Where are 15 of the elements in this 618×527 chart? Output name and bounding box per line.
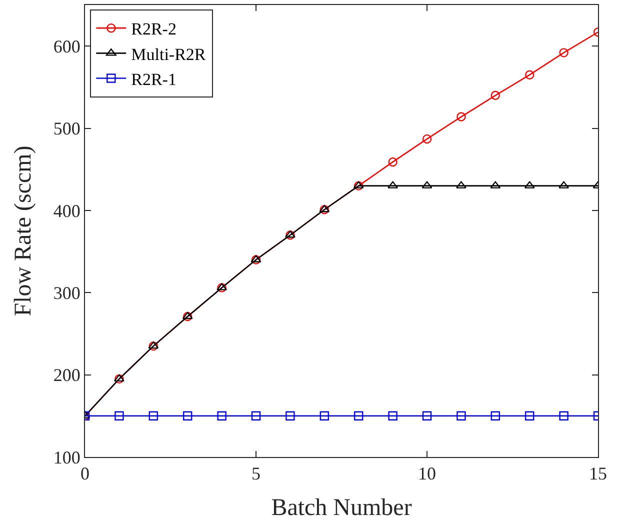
- x-axis-title: Batch Number: [271, 494, 412, 521]
- legend-label: R2R-1: [131, 70, 176, 89]
- y-tick-label: 500: [53, 118, 80, 139]
- y-tick-label: 100: [53, 447, 80, 468]
- legend-label: Multi-R2R: [131, 44, 206, 64]
- y-tick-label: 600: [53, 36, 80, 56]
- x-tick-label: 5: [252, 464, 260, 484]
- x-tick-label: 0: [80, 464, 90, 484]
- y-axis-title: Flow Rate (sccm): [10, 146, 36, 316]
- y-tick-label: 300: [53, 282, 80, 303]
- x-tick-label: 10: [418, 464, 436, 484]
- y-tick-label: 200: [53, 365, 80, 386]
- y-tick-label: 400: [53, 200, 80, 221]
- x-tick-label: 15: [589, 464, 607, 484]
- legend-label: R2R-2: [131, 20, 176, 39]
